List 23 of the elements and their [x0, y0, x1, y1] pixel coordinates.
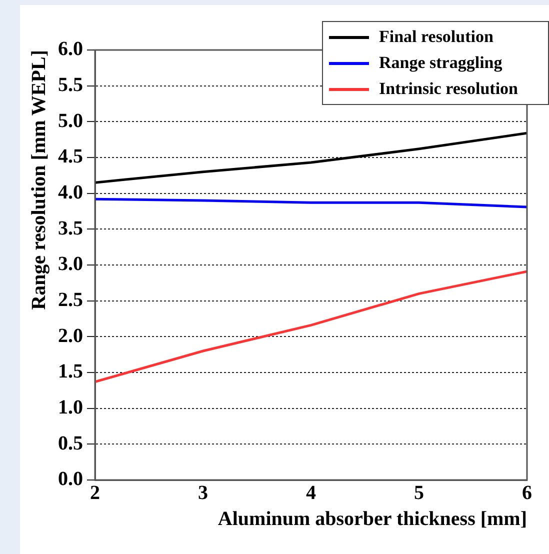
y-tick-label: 6.0: [58, 38, 83, 60]
y-tick-label: 0.0: [58, 468, 83, 490]
legend-label: Intrinsic resolution: [379, 79, 518, 99]
y-tick-label: 0.5: [58, 432, 83, 454]
y-tick-label: 4.0: [58, 182, 83, 204]
y-tick-label: 3.5: [58, 217, 83, 240]
x-tick-label: 4: [306, 482, 316, 504]
y-tick-label: 5.0: [58, 110, 83, 132]
legend-label: Final resolution: [379, 27, 494, 47]
x-tick-label: 6: [522, 482, 532, 504]
x-tick-label: 3: [198, 482, 208, 504]
legend-label: Range straggling: [379, 53, 502, 73]
x-axis-title: Aluminum absorber thickness [mm]: [218, 508, 527, 530]
y-tick-label: 2.5: [58, 289, 83, 312]
y-tick-label: 3.0: [58, 253, 83, 276]
y-axis-title: Range resolution [mm WEPL]: [28, 50, 50, 310]
y-tick-label: 1.5: [58, 360, 83, 383]
y-tick-label: 4.5: [58, 146, 83, 168]
y-tick-label: 2.0: [58, 324, 83, 347]
x-tick-label: 2: [90, 482, 100, 504]
y-tick-label: 5.5: [58, 74, 83, 96]
y-tick-label: 1.0: [58, 396, 83, 419]
x-tick-label: 5: [414, 482, 424, 504]
